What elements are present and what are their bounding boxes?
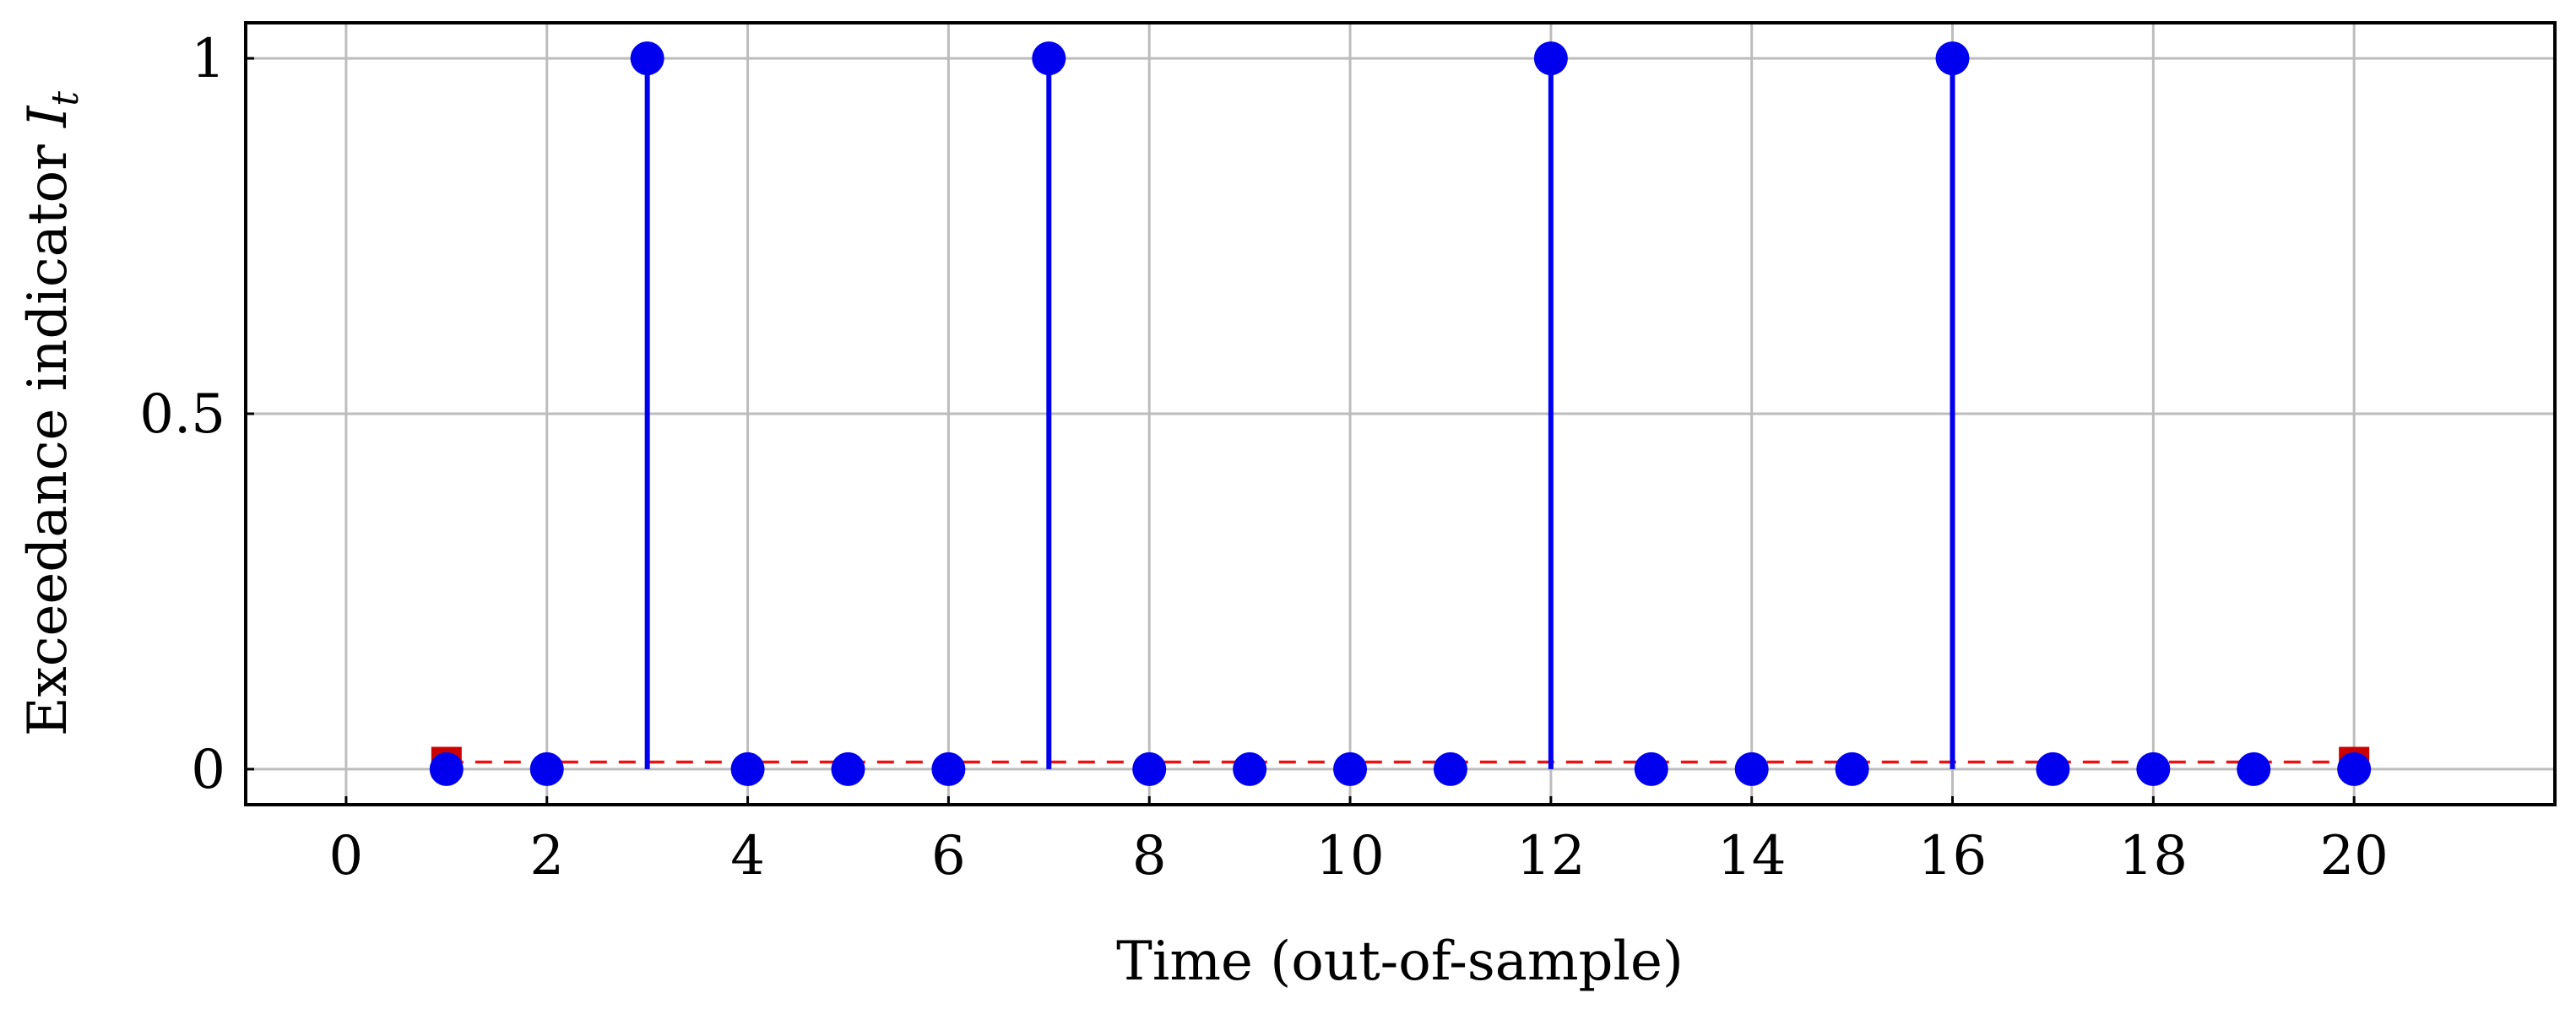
data-point (730, 751, 765, 786)
x-tick-label: 0 (329, 825, 364, 887)
data-point (831, 751, 865, 786)
data-point (1734, 751, 1769, 786)
y-axis: 00.51 (139, 28, 254, 801)
x-tick-label: 12 (1516, 825, 1585, 887)
data-point (1835, 751, 1869, 786)
y-axis-label: Exceedance indicator It (17, 91, 87, 736)
x-tick-label: 8 (1132, 825, 1167, 887)
data-point (2337, 751, 2372, 786)
data-point (2036, 751, 2070, 786)
data-point (1935, 41, 1970, 76)
x-axis-label: Time (out-of-sample) (1116, 930, 1684, 993)
grid (246, 23, 2555, 805)
x-tick-label: 4 (730, 825, 765, 887)
y-tick-label: 0 (191, 739, 225, 801)
data-point (2136, 751, 2171, 786)
y-tick-label: 0.5 (139, 383, 225, 446)
data-point (1132, 751, 1167, 786)
data-point (1333, 751, 1368, 786)
data-point (1433, 751, 1467, 786)
data-point (1533, 41, 1568, 76)
data-point (429, 751, 464, 786)
data-point (1634, 751, 1668, 786)
x-tick-label: 20 (2319, 825, 2388, 887)
data-point (2237, 751, 2271, 786)
data-point (529, 751, 564, 786)
x-tick-label: 6 (931, 825, 966, 887)
data-point (1233, 751, 1267, 786)
data-point (630, 41, 664, 76)
x-tick-label: 10 (1315, 825, 1384, 887)
x-tick-label: 2 (529, 825, 564, 887)
x-tick-label: 14 (1717, 825, 1786, 887)
y-tick-label: 1 (191, 28, 225, 90)
data-point (1032, 41, 1066, 76)
data-point (931, 751, 966, 786)
x-axis: 0 2 4 6 8 10 12 14 16 18 20 (329, 796, 2389, 887)
plot-area (429, 41, 2372, 786)
x-tick-label: 16 (1918, 825, 1987, 887)
x-tick-label: 18 (2119, 825, 2188, 887)
